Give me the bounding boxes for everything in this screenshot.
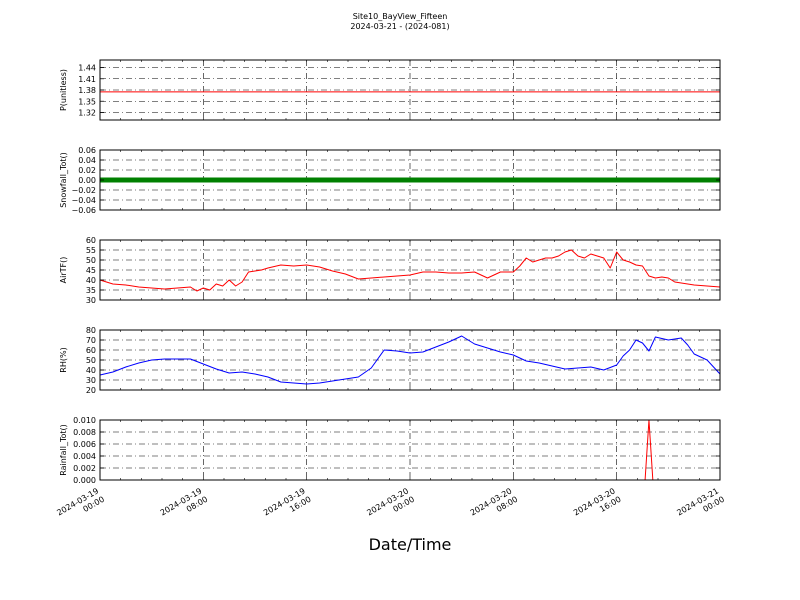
x-tick-labels: 2024-03-1900:00 2024-03-1908:00 2024-03-19… — [55, 486, 726, 526]
y-tick-label: 1.44 — [78, 64, 96, 73]
y-tick-label: 0.00 — [78, 176, 96, 185]
y-tick-label: 40 — [86, 366, 96, 375]
y-tick-label: 0.000 — [73, 476, 96, 485]
y-tick-label: 70 — [86, 336, 96, 345]
y-tick-label: 30 — [86, 376, 96, 385]
y-tick-label: 20 — [86, 386, 96, 395]
y-tick-label: 0.06 — [78, 146, 96, 155]
series-line — [99, 335, 721, 385]
y-tick-label: 0.008 — [73, 428, 96, 437]
x-tick-label: 2024-03-1900:00 — [55, 486, 106, 526]
y-axis-label: Rainfall_Tot() — [59, 424, 68, 476]
y-axis-label: RH(%) — [59, 347, 68, 372]
x-axis-label: Date/Time — [369, 535, 452, 554]
y-tick-label: 0.02 — [78, 166, 96, 175]
x-tick-label: 2024-03-2000:00 — [365, 486, 416, 526]
y-axis-label: AirTF() — [59, 257, 68, 284]
y-tick-label: 35 — [86, 286, 96, 295]
y-tick-label: 0.006 — [73, 440, 96, 449]
y-tick-label: 55 — [86, 246, 96, 255]
series-line — [99, 249, 721, 292]
y-axis-label: P(unitless) — [59, 69, 68, 111]
panel-2: 0.060.040.020.00−0.02−0.04−0.06Snowfall_… — [59, 146, 721, 215]
y-tick-label: −0.06 — [71, 206, 96, 215]
x-tick-label: 2024-03-2100:00 — [675, 486, 726, 526]
x-tick-label: 2024-03-1908:00 — [159, 486, 210, 526]
y-tick-label: 1.41 — [78, 75, 96, 84]
y-tick-label: 0.010 — [73, 416, 96, 425]
y-tick-label: 1.38 — [78, 86, 96, 95]
y-tick-label: −0.04 — [71, 196, 96, 205]
y-tick-label: 60 — [86, 346, 96, 355]
y-tick-label: 1.35 — [78, 97, 96, 106]
chart-subtitle: 2024-03-21 - (2024-081) — [350, 22, 449, 31]
x-tick-label: 2024-03-2016:00 — [572, 486, 623, 526]
y-axis-label: Snowfall_Tot() — [59, 152, 68, 208]
y-tick-label: 50 — [86, 356, 96, 365]
chart-title: Site10_BayView_Fifteen — [353, 12, 448, 21]
y-tick-label: 60 — [86, 236, 96, 245]
y-tick-label: 1.32 — [78, 109, 96, 118]
panel-1: 1.44 1.41 1.38 1.35 1.32 P(unitless) — [59, 59, 721, 121]
y-tick-label: −0.02 — [71, 186, 96, 195]
x-tick-label: 2024-03-2008:00 — [469, 486, 520, 526]
x-tick-label: 2024-03-1916:00 — [262, 486, 313, 526]
y-tick-label: 80 — [86, 326, 96, 335]
y-tick-label: 0.002 — [73, 464, 96, 473]
y-tick-label: 0.04 — [78, 156, 96, 165]
y-tick-label: 40 — [86, 276, 96, 285]
y-tick-label: 45 — [86, 266, 96, 275]
y-tick-label: 30 — [86, 296, 96, 305]
y-tick-label: 0.004 — [73, 452, 96, 461]
panels: 1.441.411.381.351.32P(unitless)0.060.040… — [59, 59, 721, 485]
panel-5: 0.010 0.008 0.006 0.004 0.002 0.000 Rainfall_T… — [59, 416, 721, 485]
y-tick-label: 50 — [86, 256, 96, 265]
